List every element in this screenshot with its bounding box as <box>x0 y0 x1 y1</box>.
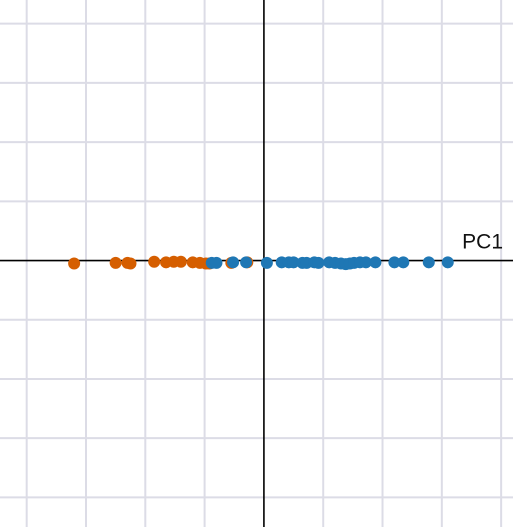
data-point <box>68 257 81 270</box>
x-axis-label: PC1 <box>462 231 503 254</box>
data-point <box>148 255 161 268</box>
data-point <box>260 256 273 269</box>
data-point <box>227 256 240 269</box>
data-point <box>397 256 410 269</box>
data-point <box>240 256 253 269</box>
data-point <box>287 256 300 269</box>
data-points <box>68 255 454 271</box>
data-point <box>210 256 223 269</box>
data-point <box>388 256 401 269</box>
data-point <box>109 256 122 269</box>
data-point <box>441 256 454 269</box>
data-point <box>359 256 372 269</box>
data-point <box>174 255 187 268</box>
data-point <box>369 256 382 269</box>
data-point <box>124 257 137 270</box>
data-point <box>312 256 325 269</box>
data-point <box>422 256 435 269</box>
